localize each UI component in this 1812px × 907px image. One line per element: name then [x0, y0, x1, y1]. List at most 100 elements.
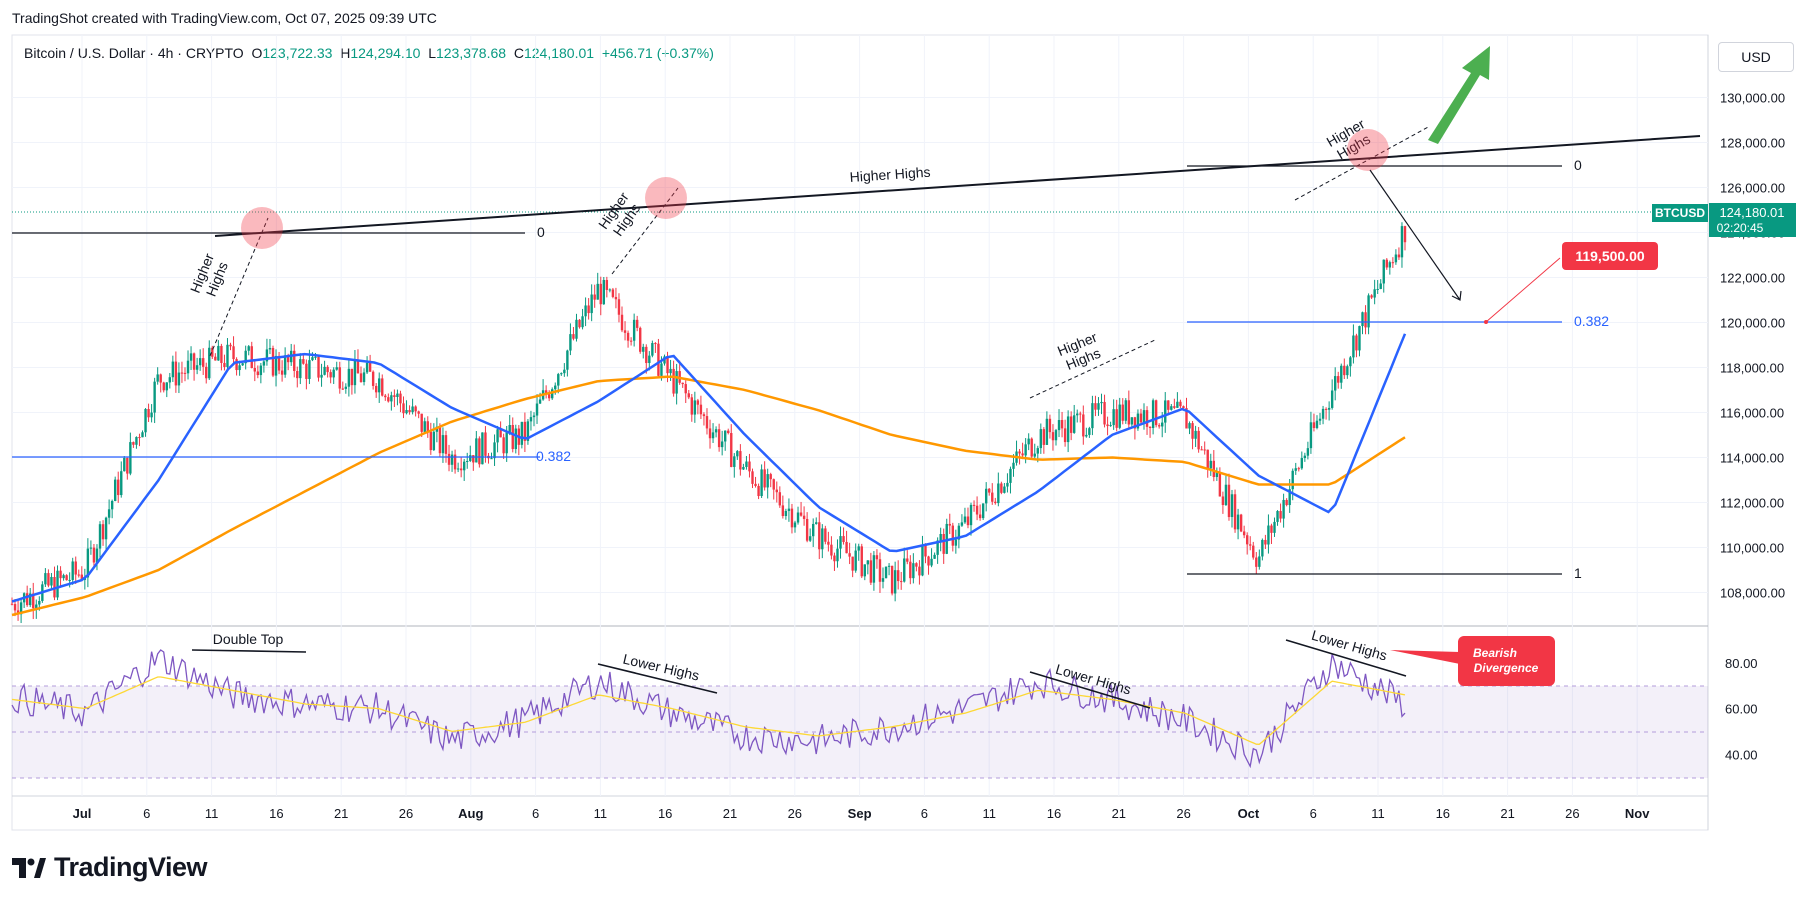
candle-body — [450, 454, 454, 465]
candle-body — [1255, 557, 1258, 567]
candle-body — [1091, 403, 1094, 429]
projection-arrow-line — [1369, 169, 1461, 301]
candle-body — [1245, 535, 1249, 545]
candle-body — [1215, 472, 1219, 478]
candle-body — [86, 548, 90, 578]
candle-body — [411, 406, 414, 413]
candle-body — [359, 373, 363, 383]
candle-body — [56, 570, 59, 598]
candle-body — [180, 372, 184, 374]
candle-body — [611, 289, 615, 297]
candle-body — [590, 294, 593, 314]
candle-body — [933, 554, 936, 559]
candle-body — [705, 416, 709, 429]
time-tick-label: 11 — [205, 806, 219, 821]
candle-body — [1133, 417, 1137, 429]
tradingview-logo-icon — [12, 857, 46, 878]
candle-body — [727, 430, 730, 434]
candle-body — [299, 359, 302, 379]
candle-body — [186, 360, 190, 374]
candle-body — [95, 548, 99, 563]
candle-body — [927, 556, 930, 566]
price-tick-label: 110,000.00 — [1720, 541, 1784, 556]
time-tick-label: 21 — [1500, 806, 1514, 821]
candle-body — [1358, 326, 1361, 351]
candle-body — [1060, 420, 1064, 429]
candle-body — [484, 432, 487, 456]
candle-body — [374, 385, 378, 393]
candle-body — [784, 510, 788, 517]
candle-body — [1088, 428, 1091, 435]
rsi-axis[interactable]: 80.00 60.00 40.00 — [1725, 656, 1758, 762]
candle-body — [639, 327, 642, 352]
candle-body — [1157, 425, 1161, 427]
candle-body — [824, 528, 827, 542]
candle-body — [508, 425, 511, 433]
candle-body — [1173, 406, 1176, 408]
high-value: 124,294.10 — [350, 45, 421, 61]
time-tick-label: 6 — [532, 806, 539, 821]
candle-body — [945, 523, 948, 554]
candle-body — [1033, 453, 1036, 457]
candle-body — [1112, 409, 1115, 426]
peak-marker-3 — [1347, 129, 1389, 171]
rsi-tick-label: 40.00 — [1725, 747, 1758, 762]
candle-body — [1303, 455, 1307, 459]
candle-body — [815, 522, 818, 524]
symbol-legend: Bitcoin / U.S. Dollar · 4h · CRYPTO O123… — [24, 45, 714, 61]
symbol-title: Bitcoin / U.S. Dollar · 4h · CRYPTO — [24, 45, 244, 61]
candle-body — [153, 381, 156, 413]
candle-body — [110, 500, 114, 510]
candle-body — [71, 561, 74, 580]
candle-body — [854, 550, 857, 571]
time-tick-label: 26 — [1176, 806, 1190, 821]
last-price-badge — [1709, 203, 1796, 237]
candle-body — [690, 397, 694, 415]
price-axis[interactable]: 130,000.00128,000.00126,000.00124,000.00… — [1720, 91, 1785, 601]
candle-body — [1209, 460, 1212, 469]
candle-body — [1124, 400, 1127, 421]
candle-body — [402, 403, 405, 414]
time-tick-label: 16 — [658, 806, 672, 821]
candle-body — [818, 522, 821, 550]
candle-body — [481, 432, 484, 465]
divergence-badge — [1458, 636, 1555, 686]
candle-body — [975, 505, 979, 515]
candle-body — [566, 350, 569, 370]
candle-body — [681, 382, 684, 385]
time-axis[interactable]: Jul 6 11 16 21 26 Aug 6 11 16 21 26 Sep 6 11 16 21 26 Oct 6… — [73, 806, 1651, 821]
candle-body — [195, 365, 199, 370]
time-tick-label: Aug — [458, 806, 483, 821]
candle-body — [1167, 400, 1170, 410]
candle-body — [1385, 259, 1388, 268]
tradingview-logo[interactable]: TradingView — [12, 852, 208, 883]
candle-body — [544, 390, 548, 395]
candle-body — [459, 468, 463, 471]
candle-body — [1145, 410, 1149, 427]
rsi-ma-line — [11, 676, 1406, 745]
candle-body — [35, 604, 38, 609]
candle-body — [808, 536, 812, 541]
candle-body — [341, 388, 344, 390]
fib-0-label-left: 0 — [537, 224, 545, 240]
candle-body — [378, 378, 381, 393]
candle-body — [760, 469, 763, 497]
candle-body — [129, 442, 132, 474]
candle-body — [232, 346, 235, 360]
candle-body — [563, 369, 566, 374]
candle-body — [432, 431, 436, 451]
candle-body — [1203, 449, 1206, 451]
divergence-label-top: Bearish — [1473, 646, 1517, 660]
fib-0-label-right: 0 — [1574, 157, 1582, 173]
currency-button[interactable]: USD — [1718, 42, 1794, 72]
candle-body — [1327, 407, 1331, 410]
candle-body — [165, 382, 168, 391]
chart-canvas[interactable]: 0 0.382 0 0.382 1 Higher Highs Higher Hi… — [0, 0, 1812, 840]
candle-body — [259, 365, 263, 376]
candle-body — [572, 334, 575, 339]
candle-body — [605, 279, 609, 290]
candle-body — [1224, 484, 1228, 506]
candle-body — [812, 523, 815, 537]
candle-body — [338, 367, 341, 389]
candle-body — [368, 362, 372, 372]
